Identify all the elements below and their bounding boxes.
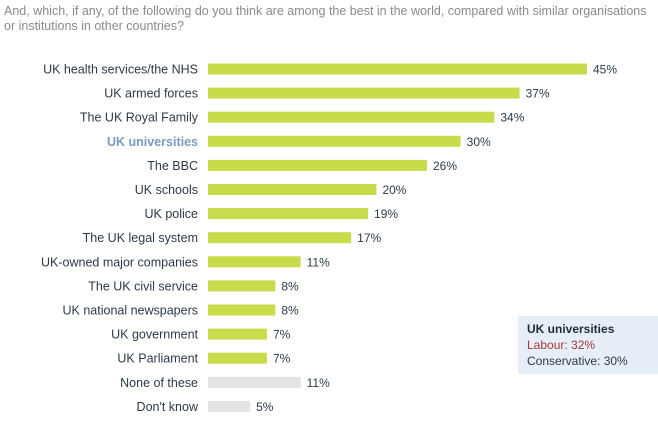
- bar-uk-universities: [208, 135, 461, 147]
- category-label-uk-health-services-the-nhs: UK health services/the NHS: [43, 63, 198, 77]
- value-label-the-uk-legal-system: 17%: [357, 231, 381, 245]
- category-label-uk-armed-forces: UK armed forces: [104, 87, 198, 101]
- bar-uk-parliament: [208, 352, 267, 364]
- category-label-uk-owned-major-companies: UK-owned major companies: [41, 255, 198, 269]
- value-label-uk-schools: 20%: [382, 183, 406, 197]
- category-label-none-of-these: None of these: [120, 376, 198, 390]
- bar-uk-national-newspapers: [208, 304, 276, 316]
- bar-none-of-these: [208, 376, 301, 388]
- bar-the-bbc: [208, 159, 427, 171]
- value-label-uk-national-newspapers: 8%: [281, 304, 299, 318]
- bar-uk-armed-forces: [208, 87, 520, 99]
- bar-uk-owned-major-companies: [208, 256, 301, 268]
- category-label-uk-police: UK police: [145, 207, 199, 221]
- callout-title: UK universities: [527, 322, 615, 336]
- category-label-uk-national-newspapers: UK national newspapers: [63, 304, 199, 318]
- category-label-the-bbc: The BBC: [147, 159, 198, 173]
- value-label-uk-owned-major-companies: 11%: [307, 255, 330, 269]
- category-label-uk-government: UK government: [111, 328, 198, 342]
- bar-uk-police: [208, 208, 369, 220]
- question-text: And, which, if any, of the following do …: [4, 4, 647, 33]
- value-label-uk-police: 19%: [374, 207, 398, 221]
- value-label-none-of-these: 11%: [307, 376, 330, 390]
- value-label-uk-health-services-the-nhs: 45%: [593, 63, 617, 77]
- category-label-uk-universities: UK universities: [107, 135, 198, 149]
- bar-uk-schools: [208, 184, 377, 195]
- bar-uk-government: [208, 328, 267, 340]
- category-label-uk-parliament: UK Parliament: [117, 352, 198, 366]
- value-label-don-t-know: 5%: [256, 400, 274, 414]
- value-label-the-uk-civil-service: 8%: [281, 279, 299, 293]
- value-label-uk-government: 7%: [273, 328, 291, 342]
- universities-callout: UK universities Labour: 32% Conservative…: [518, 316, 658, 374]
- category-label-the-uk-royal-family: The UK Royal Family: [80, 111, 199, 125]
- category-label-don-t-know: Don't know: [137, 400, 199, 414]
- value-label-uk-parliament: 7%: [273, 352, 291, 366]
- callout-conservative: Conservative: 30%: [527, 354, 628, 368]
- bar-don-t-know: [208, 400, 251, 412]
- bar-the-uk-royal-family: [208, 111, 495, 123]
- bar-the-uk-legal-system: [208, 232, 352, 244]
- category-label-uk-schools: UK schools: [135, 183, 198, 197]
- value-label-uk-armed-forces: 37%: [526, 87, 550, 101]
- value-label-uk-universities: 30%: [467, 135, 491, 149]
- value-label-the-bbc: 26%: [433, 159, 457, 173]
- category-label-the-uk-civil-service: The UK civil service: [88, 279, 198, 293]
- callout-labour: Labour: 32%: [527, 338, 596, 352]
- bar-the-uk-civil-service: [208, 280, 276, 292]
- bar-uk-health-services-the-nhs: [208, 63, 587, 75]
- value-label-the-uk-royal-family: 34%: [500, 111, 524, 125]
- category-label-the-uk-legal-system: The UK legal system: [83, 231, 198, 245]
